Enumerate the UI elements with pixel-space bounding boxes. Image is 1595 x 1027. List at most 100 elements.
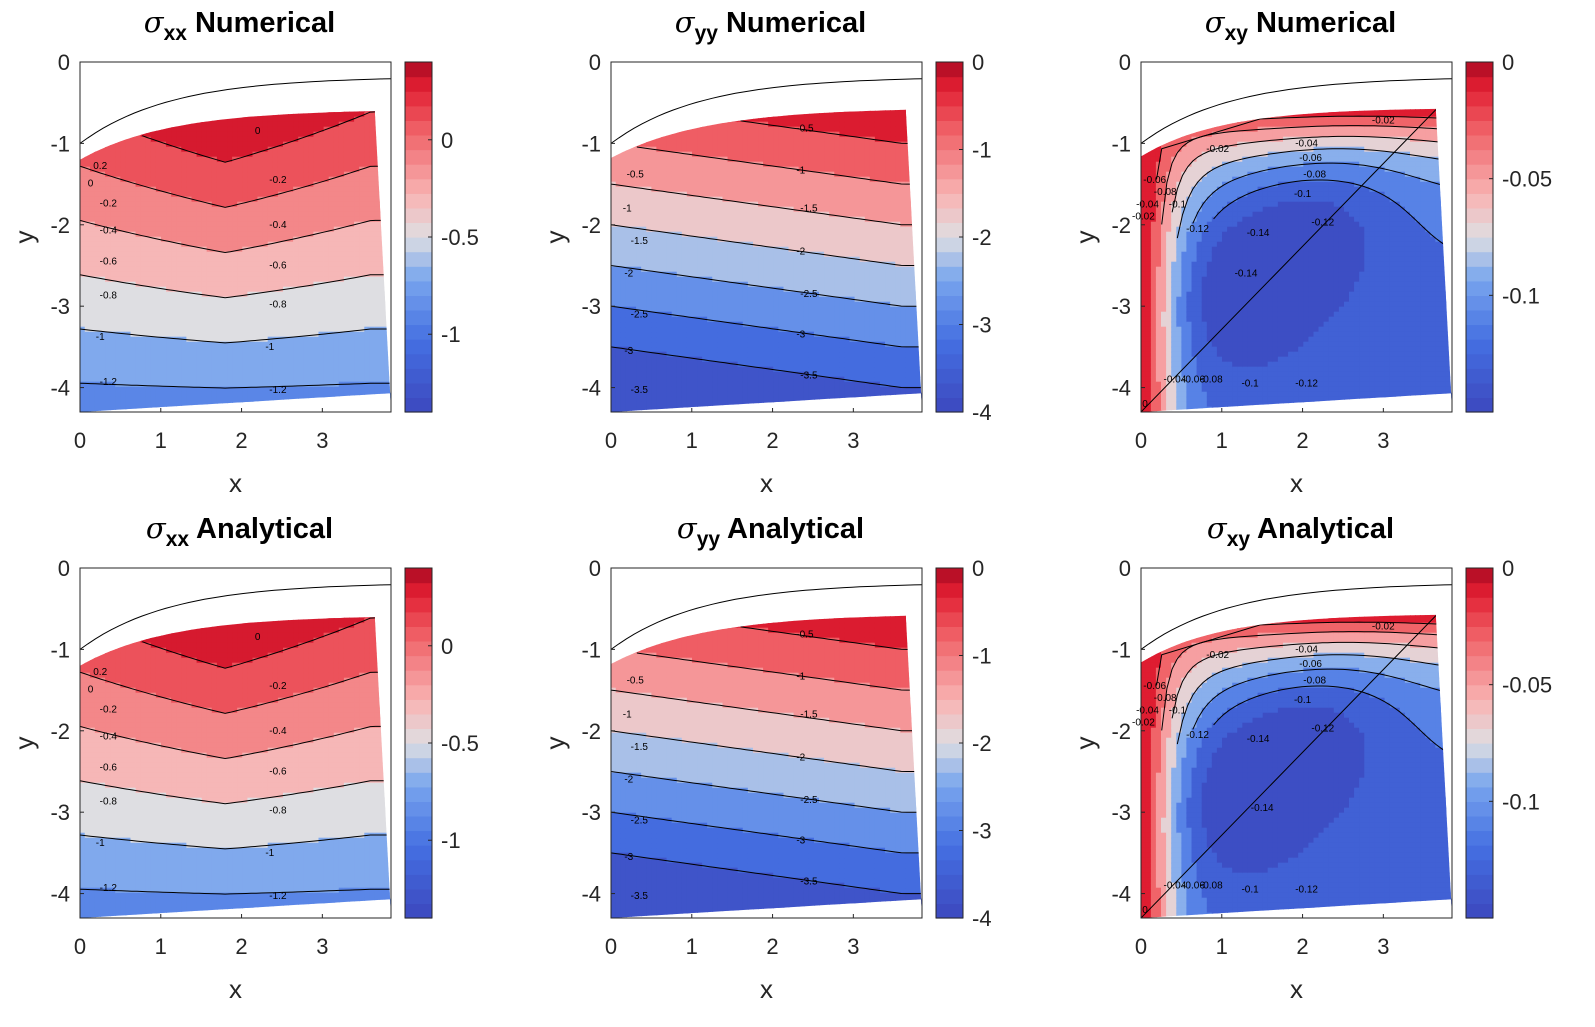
contour-cell (641, 126, 648, 133)
contour-cell (257, 136, 264, 143)
contour-cell (323, 376, 330, 383)
contour-cell (120, 396, 127, 403)
contour-cell (201, 156, 208, 163)
contour-cell (94, 301, 101, 308)
contour-cell (308, 121, 315, 128)
contour-cell (216, 161, 223, 168)
contour-cell (130, 116, 137, 123)
contour-cell (313, 306, 320, 313)
contour-cell (333, 286, 340, 293)
contour-cell (277, 291, 284, 298)
contour-cell (323, 171, 330, 178)
contour-cell (308, 356, 315, 363)
contour-cell (288, 191, 294, 198)
contour-cell (283, 146, 289, 153)
contour-cell (115, 251, 122, 258)
contour-cell (140, 126, 147, 133)
contour-cell (89, 316, 96, 323)
contour-cell (252, 356, 259, 363)
contour-cell (171, 151, 178, 158)
contour-cell (192, 67, 198, 73)
contour-cell (166, 311, 172, 318)
contour-cell (293, 151, 299, 158)
contour-cell (298, 161, 305, 168)
contour-cell (384, 261, 391, 268)
contour-cell (161, 92, 167, 98)
contour-cell (186, 77, 192, 83)
contour-cell (192, 72, 198, 78)
contour-cell (196, 361, 203, 368)
contour-cell (84, 111, 91, 118)
contour-cell (155, 306, 162, 313)
contour-cell (323, 121, 330, 128)
contour-cell (308, 346, 315, 353)
contour-cell (89, 281, 96, 288)
contour-cell (115, 401, 122, 408)
contour-cell (191, 226, 198, 233)
contour-cell (349, 196, 355, 203)
contour-cell (186, 67, 192, 73)
contour-cell (631, 331, 637, 338)
contour-cell (161, 171, 167, 178)
contour-cell (191, 346, 198, 353)
contour-cell (120, 331, 127, 338)
contour-cell (84, 311, 91, 318)
contour-cell (171, 186, 178, 193)
contour-cell (191, 206, 198, 213)
contour-cell (201, 196, 208, 203)
contour-cell (145, 226, 152, 233)
contour-cell (110, 196, 117, 203)
contour-cell (120, 251, 127, 258)
contour-cell (272, 271, 279, 278)
contour-cell (272, 111, 279, 118)
contour-cell (277, 151, 284, 158)
contour-cell (145, 336, 152, 343)
contour-cell (379, 311, 386, 318)
contour-cell (620, 161, 627, 168)
contour-cell (283, 246, 289, 253)
contour-cell (191, 111, 198, 113)
contour-cell (150, 296, 157, 303)
contour-cell (89, 256, 96, 263)
contour-cell (84, 191, 91, 198)
contour-cell (120, 386, 127, 393)
contour-cell (313, 326, 320, 333)
contour-cell (145, 251, 152, 258)
contour-cell (616, 87, 622, 93)
contour-cell (252, 161, 259, 168)
contour-cell (308, 311, 315, 318)
contour-cell (364, 231, 371, 238)
contour-cell (379, 391, 386, 398)
contour-cell (625, 341, 632, 348)
contour-cell (611, 226, 617, 233)
contour-cell (323, 261, 330, 268)
contour-cell (324, 87, 330, 93)
contour-cell (303, 366, 310, 373)
contour-cell (206, 291, 213, 298)
contour-cell (374, 226, 381, 233)
contour-cell (94, 111, 101, 113)
contour-cell (110, 371, 117, 378)
contour-cell (141, 102, 147, 108)
contour-cell (359, 186, 366, 193)
contour-cell (338, 226, 345, 233)
contour-cell (313, 381, 320, 388)
contour-cell (136, 97, 142, 103)
contour-cell (333, 181, 340, 188)
contour-cell (333, 351, 340, 358)
contour-cell (298, 266, 305, 273)
contour-cell (258, 82, 264, 88)
contour-cell (293, 141, 299, 148)
contour-cell (201, 376, 208, 383)
contour-cell (349, 391, 355, 398)
contour-cell (328, 331, 335, 338)
contour-cell (222, 186, 228, 193)
contour-cell (338, 176, 345, 183)
contour-cell (338, 331, 345, 338)
contour-cell (202, 82, 208, 88)
contour-cell (140, 236, 147, 243)
contour-label: -0.4 (269, 220, 287, 231)
contour-cell (171, 291, 178, 298)
contour-cell (252, 341, 259, 348)
contour-cell (364, 111, 371, 118)
